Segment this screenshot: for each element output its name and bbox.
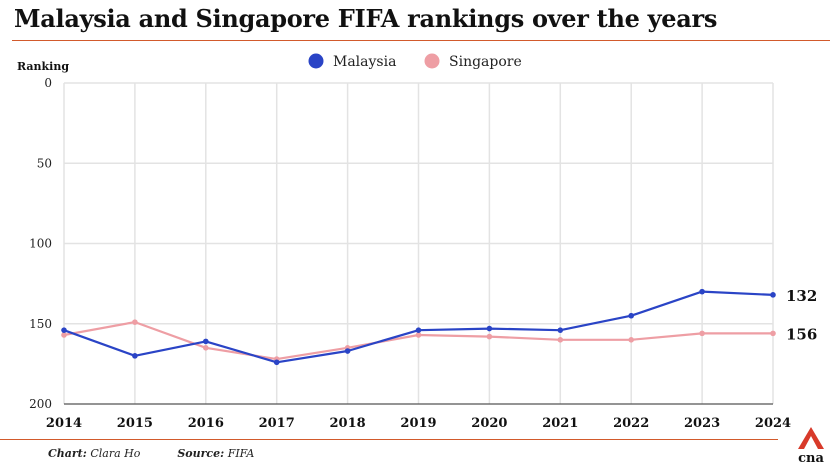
data-point-malaysia xyxy=(61,327,67,333)
end-label-singapore: 156 xyxy=(786,325,817,343)
data-point-singapore xyxy=(628,337,634,343)
source-name: FIFA xyxy=(227,447,255,460)
x-tick-label: 2020 xyxy=(471,416,507,431)
data-point-malaysia xyxy=(344,348,351,354)
legend-marker-singapore xyxy=(424,53,440,69)
data-point-malaysia xyxy=(415,327,422,333)
data-point-malaysia xyxy=(203,338,209,345)
title-rule xyxy=(12,40,830,41)
y-axis-label: Ranking xyxy=(17,60,69,73)
legend-label-singapore: Singapore xyxy=(449,54,522,70)
y-tick-label: 0 xyxy=(44,76,52,90)
legend-marker-malaysia xyxy=(308,53,324,69)
line-chart: 0 50 100 150 200 Ranking 2014 2015 2016 2017 2018 2… xyxy=(17,53,817,431)
data-point-singapore xyxy=(132,319,138,325)
data-point-malaysia xyxy=(557,327,564,333)
data-point-singapore xyxy=(699,330,705,337)
source-label: Source: xyxy=(177,447,225,460)
data-point-malaysia xyxy=(132,353,138,359)
data-point-singapore xyxy=(61,332,67,338)
end-label-malaysia: 132 xyxy=(786,287,817,305)
x-tick-label: 2023 xyxy=(684,416,720,431)
chart-title: Malaysia and Singapore FIFA rankings ove… xyxy=(14,4,718,33)
data-point-malaysia xyxy=(699,288,705,295)
legend-label-malaysia: Malaysia xyxy=(333,54,396,70)
y-tick-label: 150 xyxy=(29,317,52,331)
data-point-singapore xyxy=(415,332,422,338)
data-point-malaysia xyxy=(486,325,493,332)
chart-credit-author: Clara Ho xyxy=(90,447,141,460)
data-point-singapore xyxy=(557,337,564,343)
footer-rule xyxy=(0,439,778,440)
x-tick-label: 2024 xyxy=(755,416,791,431)
x-tick-label: 2018 xyxy=(330,416,366,431)
x-tick-label: 2016 xyxy=(188,416,224,431)
x-tick-label: 2014 xyxy=(46,416,82,431)
cna-logo: cna xyxy=(798,427,824,465)
credits: Chart: Clara Ho Source: FIFA xyxy=(48,447,254,460)
y-tick-label: 50 xyxy=(37,156,52,170)
y-tick-label: 200 xyxy=(29,397,52,411)
y-tick-label: 100 xyxy=(29,237,52,251)
logo-text: cna xyxy=(798,451,824,465)
x-tick-label: 2021 xyxy=(542,416,578,431)
x-tick-label: 2017 xyxy=(259,416,295,431)
data-point-malaysia xyxy=(273,359,280,366)
x-tick-label: 2019 xyxy=(400,416,436,431)
data-point-singapore xyxy=(770,330,776,337)
data-point-singapore xyxy=(203,345,209,351)
chart-credit-label: Chart: xyxy=(48,447,87,460)
data-point-malaysia xyxy=(628,312,634,319)
x-tick-label: 2022 xyxy=(613,416,649,431)
data-point-malaysia xyxy=(770,292,776,298)
data-point-singapore xyxy=(486,333,493,340)
x-tick-label: 2015 xyxy=(117,416,153,431)
